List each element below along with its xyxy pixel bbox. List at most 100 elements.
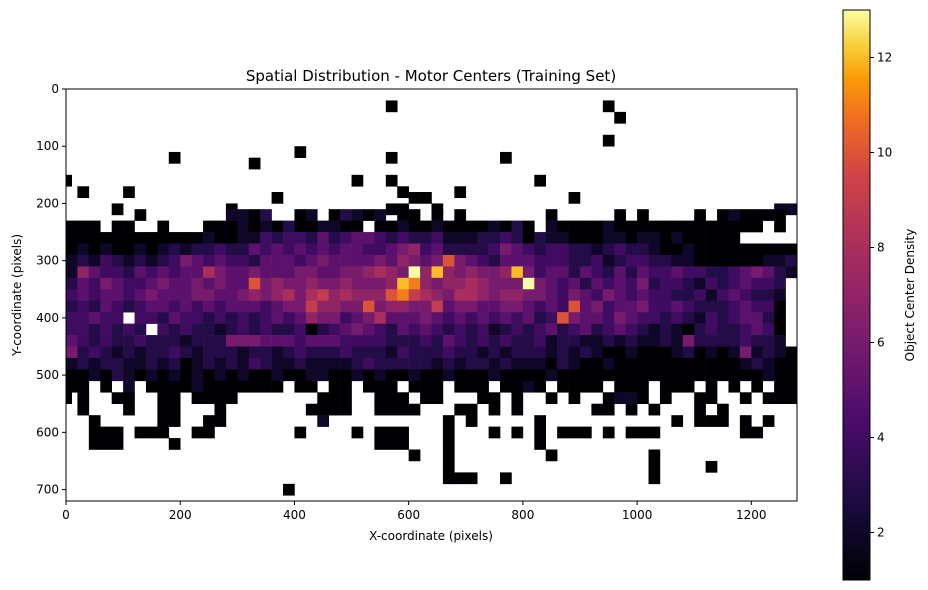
colorbar-label: Object Center Density [903, 229, 917, 362]
heatmap-cell [659, 266, 672, 279]
heatmap-cell [431, 346, 444, 359]
heatmap-cell [317, 300, 329, 313]
heatmap-cell [248, 312, 261, 324]
heatmap-cell [260, 289, 272, 302]
heatmap-cell [408, 300, 421, 313]
heatmap-cell [225, 277, 238, 290]
heatmap-cell [614, 277, 626, 290]
heatmap-cell [648, 289, 661, 302]
heatmap-cell [157, 403, 170, 416]
heatmap-cell [408, 335, 421, 347]
heatmap-cell [774, 357, 786, 370]
heatmap-cell [420, 346, 432, 359]
heatmap-cell [522, 254, 535, 267]
heatmap-cell [260, 323, 272, 336]
heatmap-cell [682, 323, 695, 336]
heatmap-cell [397, 312, 409, 324]
heatmap-cell [88, 426, 101, 439]
heatmap-cell [671, 323, 684, 336]
heatmap-cell [294, 254, 307, 267]
heatmap-cell [157, 266, 170, 279]
heatmap-cell [717, 266, 729, 279]
heatmap-cell [77, 392, 90, 405]
heatmap-cell [351, 426, 364, 439]
heatmap-cell [534, 438, 547, 450]
heatmap-cell [123, 220, 135, 233]
heatmap-cell [362, 369, 375, 382]
heatmap-cell [534, 277, 547, 290]
heatmap-cell [614, 243, 626, 256]
heatmap-cell [260, 346, 272, 359]
heatmap-cell [397, 220, 409, 233]
heatmap-cell [694, 312, 706, 324]
heatmap-cell [214, 346, 227, 359]
colorbar-tick-label: 6 [877, 336, 885, 350]
heatmap-cell [317, 220, 329, 233]
heatmap-cell [557, 300, 569, 313]
heatmap-cell [362, 357, 375, 370]
heatmap-cell [454, 277, 467, 290]
heatmap-cell [557, 380, 569, 393]
heatmap-cell [157, 426, 170, 439]
heatmap-cell [157, 243, 170, 256]
heatmap-cell [511, 266, 524, 279]
heatmap-cell [557, 277, 569, 290]
heatmap-cell [488, 346, 501, 359]
heatmap-cell [191, 243, 204, 256]
heatmap-cell [374, 403, 387, 416]
heatmap-cell [271, 232, 284, 244]
heatmap-cell [260, 209, 272, 221]
heatmap-cell [602, 312, 615, 324]
heatmap-cell [762, 346, 775, 359]
heatmap-cell [420, 266, 432, 279]
heatmap-cell [397, 232, 409, 244]
heatmap-cell [602, 220, 615, 233]
heatmap-cell [248, 357, 261, 370]
heatmap-cell [659, 369, 672, 382]
heatmap-cell [145, 243, 158, 256]
heatmap-cell [203, 426, 215, 439]
heatmap-cell [465, 335, 478, 347]
heatmap-cell [602, 323, 615, 336]
heatmap-cell [431, 357, 444, 370]
heatmap-cell [397, 300, 409, 313]
heatmap-cell [557, 254, 569, 267]
heatmap-cell [385, 289, 398, 302]
heatmap-cell [328, 312, 341, 324]
heatmap-cell [488, 289, 501, 302]
heatmap-cell [180, 289, 192, 302]
heatmap-cell [111, 266, 124, 279]
heatmap-cell [191, 335, 204, 347]
heatmap-cell [648, 369, 661, 382]
y-tick-label: 700 [36, 483, 59, 497]
heatmap-cell [500, 254, 512, 267]
heatmap-cell [408, 192, 421, 204]
heatmap-cell [739, 277, 752, 290]
heatmap-cell [648, 472, 661, 485]
heatmap-cell [545, 289, 558, 302]
heatmap-cell [431, 380, 444, 393]
heatmap-cell [774, 380, 786, 393]
heatmap-cell [203, 254, 215, 267]
heatmap-cell [374, 277, 387, 290]
heatmap-cell [362, 232, 375, 244]
heatmap-cell [203, 380, 215, 393]
heatmap-cell [739, 254, 752, 267]
heatmap-cell [614, 254, 626, 267]
heatmap-cell [614, 335, 626, 347]
heatmap-cell [751, 243, 764, 256]
heatmap-cell [648, 346, 661, 359]
heatmap-cell [477, 380, 489, 393]
heatmap-cell [454, 312, 467, 324]
heatmap-cell [362, 300, 375, 313]
heatmap-cell [614, 289, 626, 302]
heatmap-cell [614, 357, 626, 370]
heatmap-cell [134, 426, 147, 439]
heatmap-cell [123, 346, 135, 359]
heatmap-cell [774, 266, 786, 279]
heatmap-cell [648, 300, 661, 313]
heatmap-cell [77, 335, 90, 347]
heatmap-cell [145, 266, 158, 279]
heatmap-cell [431, 266, 444, 279]
